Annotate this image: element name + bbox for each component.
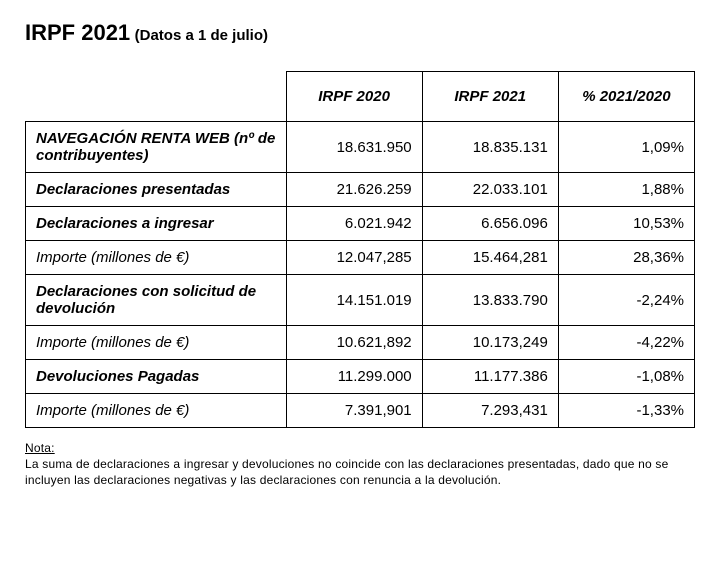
table-row: Importe (millones de €)7.391,9017.293,43… — [26, 394, 695, 428]
table-row: Importe (millones de €)10.621,89210.173,… — [26, 326, 695, 360]
col-header-2021: IRPF 2021 — [422, 72, 558, 122]
footnote-title: Nota: — [25, 441, 55, 455]
cell-value: 28,36% — [558, 241, 694, 275]
row-label: Importe (millones de €) — [26, 394, 287, 428]
cell-value: 14.151.019 — [286, 275, 422, 326]
header-blank — [26, 72, 287, 122]
table-row: NAVEGACIÓN RENTA WEB (nº de contribuyent… — [26, 122, 695, 173]
row-label: Devoluciones Pagadas — [26, 360, 287, 394]
cell-value: -1,08% — [558, 360, 694, 394]
cell-value: 7.391,901 — [286, 394, 422, 428]
table-row: Declaraciones con solicitud de devolució… — [26, 275, 695, 326]
cell-value: 1,88% — [558, 173, 694, 207]
cell-value: 11.299.000 — [286, 360, 422, 394]
irpf-table: IRPF 2020 IRPF 2021 % 2021/2020 NAVEGACI… — [25, 71, 695, 428]
cell-value: 11.177.386 — [422, 360, 558, 394]
cell-value: 10,53% — [558, 207, 694, 241]
cell-value: 13.833.790 — [422, 275, 558, 326]
footnote: Nota: La suma de declaraciones a ingresa… — [25, 440, 695, 489]
cell-value: 10.173,249 — [422, 326, 558, 360]
col-header-2020: IRPF 2020 — [286, 72, 422, 122]
cell-value: 1,09% — [558, 122, 694, 173]
row-label: Declaraciones presentadas — [26, 173, 287, 207]
cell-value: 15.464,281 — [422, 241, 558, 275]
cell-value: 10.621,892 — [286, 326, 422, 360]
table-row: Importe (millones de €)12.047,28515.464,… — [26, 241, 695, 275]
title-main: IRPF 2021 — [25, 20, 130, 45]
cell-value: 7.293,431 — [422, 394, 558, 428]
cell-value: 22.033.101 — [422, 173, 558, 207]
col-header-pct: % 2021/2020 — [558, 72, 694, 122]
cell-value: 18.835.131 — [422, 122, 558, 173]
row-label: NAVEGACIÓN RENTA WEB (nº de contribuyent… — [26, 122, 287, 173]
cell-value: 6.021.942 — [286, 207, 422, 241]
cell-value: 6.656.096 — [422, 207, 558, 241]
cell-value: 21.626.259 — [286, 173, 422, 207]
title-sub: (Datos a 1 de julio) — [135, 27, 268, 44]
table-row: Declaraciones a ingresar6.021.9426.656.0… — [26, 207, 695, 241]
row-label: Importe (millones de €) — [26, 241, 287, 275]
table-header-row: IRPF 2020 IRPF 2021 % 2021/2020 — [26, 72, 695, 122]
table-row: Declaraciones presentadas21.626.25922.03… — [26, 173, 695, 207]
table-row: Devoluciones Pagadas11.299.00011.177.386… — [26, 360, 695, 394]
row-label: Declaraciones con solicitud de devolució… — [26, 275, 287, 326]
cell-value: -2,24% — [558, 275, 694, 326]
cell-value: 12.047,285 — [286, 241, 422, 275]
footnote-text: La suma de declaraciones a ingresar y de… — [25, 457, 668, 487]
page-title: IRPF 2021 (Datos a 1 de julio) — [25, 20, 695, 46]
cell-value: -1,33% — [558, 394, 694, 428]
cell-value: 18.631.950 — [286, 122, 422, 173]
row-label: Importe (millones de €) — [26, 326, 287, 360]
cell-value: -4,22% — [558, 326, 694, 360]
row-label: Declaraciones a ingresar — [26, 207, 287, 241]
